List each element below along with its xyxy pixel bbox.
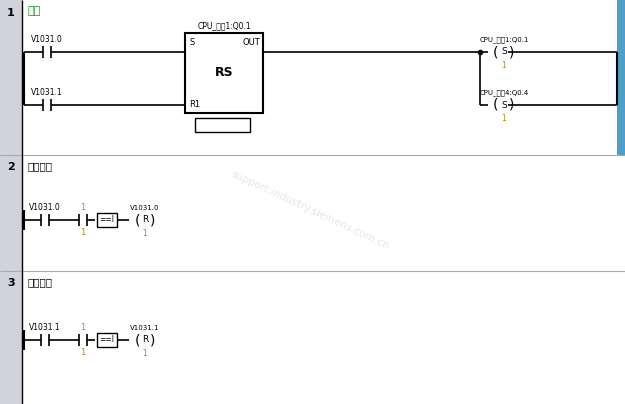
- Text: ): ): [509, 98, 515, 112]
- Bar: [617, 0, 625, 155]
- Bar: [0, 0, 22, 404]
- Text: 1: 1: [142, 229, 148, 238]
- Text: 泵三: 泵三: [27, 6, 40, 16]
- Text: 3: 3: [8, 278, 15, 288]
- Text: S: S: [501, 101, 507, 109]
- Bar: [195, 118, 250, 132]
- Text: 1: 1: [81, 228, 86, 237]
- Text: 1: 1: [81, 323, 86, 332]
- Text: 1: 1: [81, 203, 86, 212]
- Text: V1031.1: V1031.1: [29, 323, 61, 332]
- Text: support.industry.siemens.com.cn: support.industry.siemens.com.cn: [229, 169, 391, 251]
- Text: V1031.0: V1031.0: [31, 35, 63, 44]
- Bar: [185, 33, 263, 113]
- Text: 1: 1: [502, 114, 506, 123]
- Text: (: (: [493, 98, 499, 112]
- Text: 1: 1: [502, 61, 506, 70]
- Text: ): ): [509, 45, 515, 59]
- Text: S: S: [189, 38, 194, 47]
- Text: 输入注释: 输入注释: [27, 161, 52, 171]
- Text: RS: RS: [215, 67, 233, 80]
- Bar: [97, 213, 117, 227]
- Text: S: S: [501, 48, 507, 57]
- Text: R1: R1: [189, 100, 200, 109]
- Text: (: (: [134, 213, 140, 227]
- Text: R: R: [142, 335, 148, 345]
- Text: 1: 1: [142, 349, 148, 358]
- Text: V1031.1: V1031.1: [31, 88, 62, 97]
- Text: CPU_输出1:Q0.1: CPU_输出1:Q0.1: [198, 21, 251, 30]
- Text: 1: 1: [7, 8, 15, 18]
- Bar: [97, 333, 117, 347]
- Text: CPU_输出1:Q0.1: CPU_输出1:Q0.1: [479, 36, 529, 43]
- Text: OUT: OUT: [242, 38, 260, 47]
- Text: ==I: ==I: [99, 335, 114, 345]
- Text: 1: 1: [81, 348, 86, 357]
- Text: V1031.0: V1031.0: [130, 205, 160, 211]
- Text: V1031.0: V1031.0: [29, 203, 61, 212]
- Text: 输入注释: 输入注释: [27, 277, 52, 287]
- Text: ): ): [151, 213, 156, 227]
- Text: (: (: [493, 45, 499, 59]
- Text: V1031.1: V1031.1: [130, 325, 160, 331]
- Text: ==I: ==I: [99, 215, 114, 225]
- Text: CPU_输出4:Q0.4: CPU_输出4:Q0.4: [479, 89, 529, 96]
- Text: (: (: [134, 333, 140, 347]
- Text: ): ): [151, 333, 156, 347]
- Text: R: R: [142, 215, 148, 225]
- Text: 2: 2: [7, 162, 15, 172]
